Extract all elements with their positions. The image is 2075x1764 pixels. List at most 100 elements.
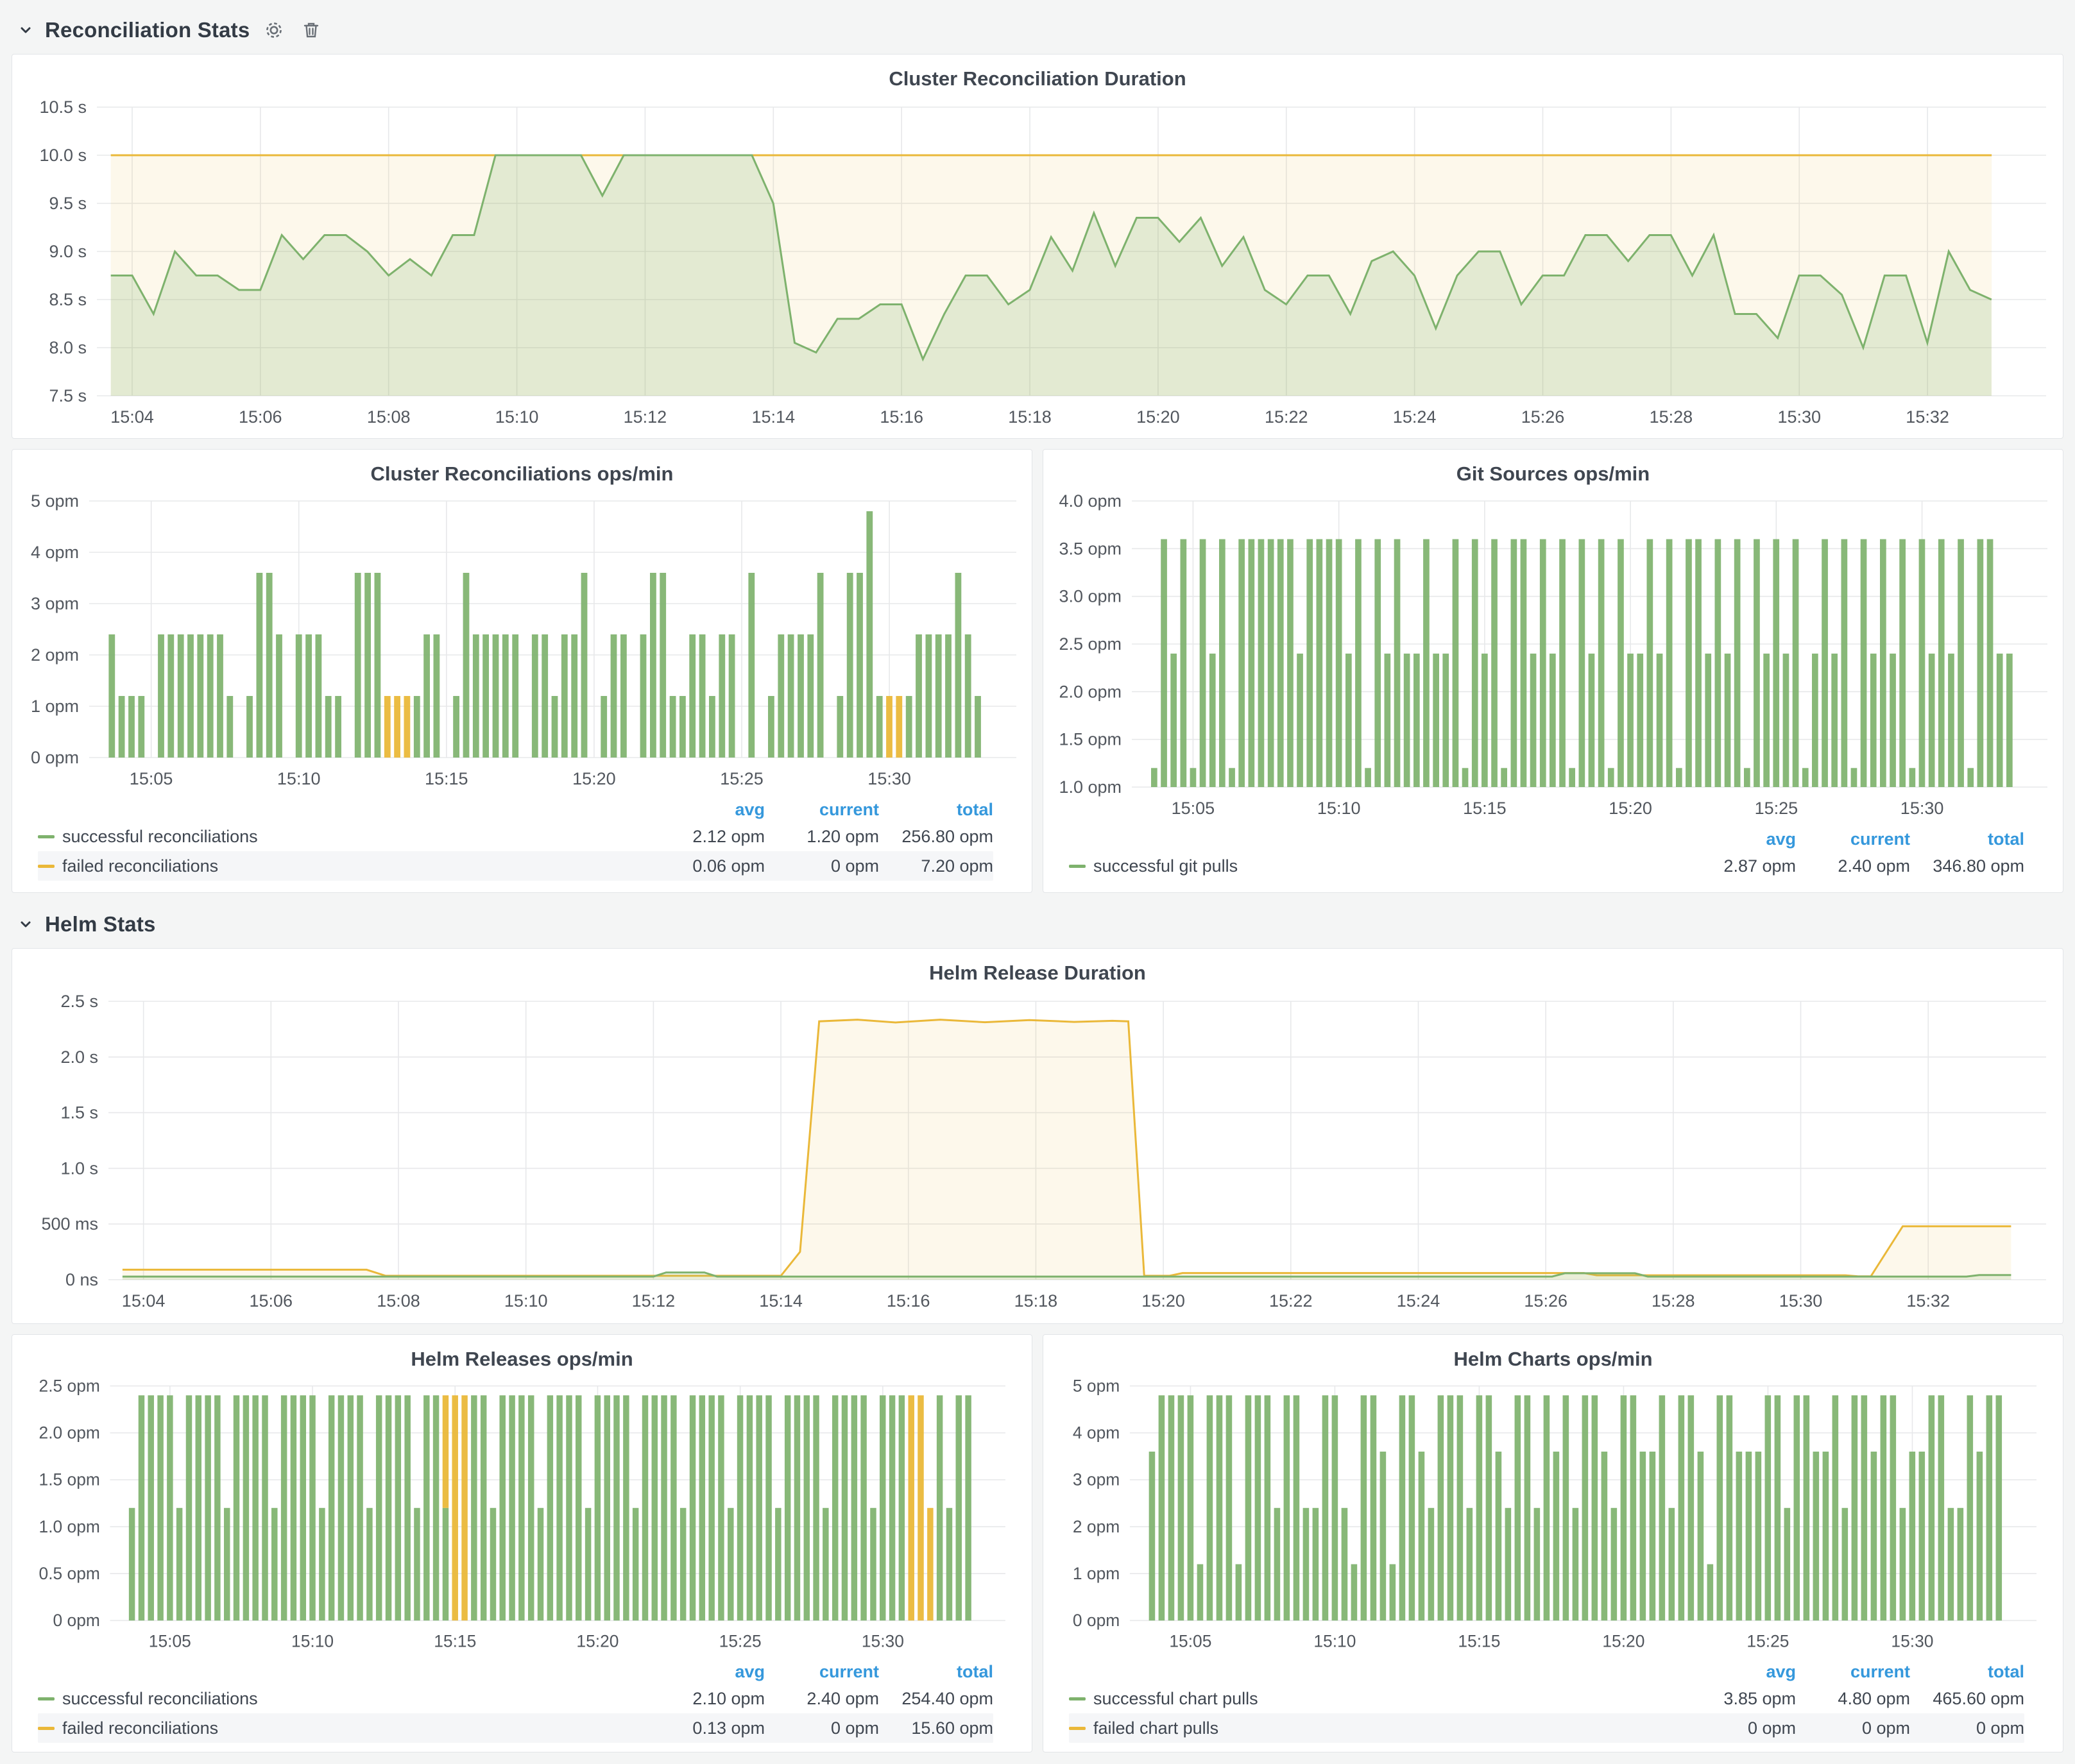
svg-text:15:16: 15:16 <box>887 1291 930 1310</box>
panel-helm-release-duration: Helm Release Duration 0 ns 500 ms 1.0 s 1.5… <box>12 948 2063 1324</box>
svg-text:15:20: 15:20 <box>1141 1291 1185 1310</box>
legend-col-total[interactable]: total <box>1988 1661 2024 1681</box>
legend-col-total[interactable]: total <box>957 1661 993 1681</box>
panel-cluster-reconciliation-duration: Cluster Reconciliation Duration 7.5 s 8.0… <box>12 54 2063 439</box>
svg-text:3 opm: 3 opm <box>1073 1470 1120 1489</box>
legend-value-total: 0 opm <box>1976 1718 2024 1738</box>
svg-text:15:20: 15:20 <box>576 1631 619 1650</box>
legend-col-avg[interactable]: avg <box>735 799 765 819</box>
svg-text:15:25: 15:25 <box>1755 799 1798 818</box>
svg-text:15:20: 15:20 <box>1609 799 1652 818</box>
legend-col-current[interactable]: current <box>1850 1661 1910 1681</box>
legend-value-avg: 0 opm <box>1747 1718 1796 1738</box>
svg-text:2.0 opm: 2.0 opm <box>1059 682 1122 701</box>
cluster-reconciliations-chart-canvas[interactable]: 0 opm 1 opm 2 opm 3 opm 4 opm 5 opm 15:05 15:10… <box>12 489 1032 796</box>
svg-text:15:15: 15:15 <box>1458 1631 1500 1650</box>
legend-col-avg[interactable]: avg <box>1766 829 1796 849</box>
legend-item[interactable]: failed chart pulls 0 opm 0 opm 0 opm <box>1069 1713 2024 1743</box>
legend-series-label[interactable]: successful git pulls <box>1093 856 1238 876</box>
legend-item[interactable]: failed reconciliations 0.13 opm 0 opm 15.60… <box>38 1713 993 1743</box>
cluster-reconciliation-duration-chart-canvas[interactable]: 7.5 s 8.0 s 8.5 s 9.0 s 9.5 s 10.0 s 10.5 s 15:… <box>12 94 2063 436</box>
legend-series-swatch <box>1069 864 1086 868</box>
svg-text:4.0 opm: 4.0 opm <box>1059 491 1122 511</box>
legend-series-swatch <box>38 835 55 838</box>
legend-col-current[interactable]: current <box>819 1661 879 1681</box>
svg-text:15:25: 15:25 <box>719 1631 762 1650</box>
legend-item[interactable]: successful git pulls 2.87 opm 2.40 opm 346.… <box>1069 851 2024 881</box>
legend-series-label[interactable]: successful reconciliations <box>62 826 258 846</box>
legend-header: avg current total <box>38 1659 993 1684</box>
svg-text:15:10: 15:10 <box>1313 1631 1356 1650</box>
chevron-down-icon[interactable] <box>13 17 38 43</box>
svg-text:15:16: 15:16 <box>880 407 923 427</box>
svg-text:15:06: 15:06 <box>250 1291 293 1310</box>
legend-item[interactable]: successful chart pulls 3.85 opm 4.80 opm 46… <box>1069 1684 2024 1713</box>
svg-text:15:26: 15:26 <box>1524 1291 1567 1310</box>
svg-text:5 opm: 5 opm <box>1073 1376 1120 1395</box>
panel-helm-releases-opm: Helm Releases ops/min 0 opm 0.5 opm 1.0 op… <box>12 1334 1032 1752</box>
legend-col-avg[interactable]: avg <box>735 1661 765 1681</box>
git-sources-chart-canvas[interactable]: 1.0 opm 1.5 opm 2.0 opm 2.5 opm 3.0 opm 3.5 o… <box>1043 489 2063 826</box>
svg-text:15:10: 15:10 <box>495 407 539 427</box>
legend-series-label[interactable]: successful chart pulls <box>1093 1688 1258 1708</box>
svg-text:0 opm: 0 opm <box>1073 1611 1120 1630</box>
legend-series-label[interactable]: successful reconciliations <box>62 1688 258 1708</box>
section-title-text: Reconciliation Stats <box>45 18 250 42</box>
gear-icon[interactable] <box>261 17 287 43</box>
legend-col-total[interactable]: total <box>1988 829 2024 849</box>
legend-series-label[interactable]: failed chart pulls <box>1093 1718 1219 1738</box>
svg-text:2.5 s: 2.5 s <box>60 992 98 1011</box>
panel-title[interactable]: Cluster Reconciliation Duration <box>889 67 1186 90</box>
svg-text:1.5 opm: 1.5 opm <box>1059 730 1122 749</box>
legend-item[interactable]: failed reconciliations 0.06 opm 0 opm 7.20 … <box>38 851 993 881</box>
svg-text:15:20: 15:20 <box>572 769 616 788</box>
svg-text:0 opm: 0 opm <box>53 1611 100 1630</box>
legend-value-current: 2.40 opm <box>1838 856 1910 876</box>
svg-text:15:30: 15:30 <box>862 1631 904 1650</box>
legend-value-total: 7.20 opm <box>921 856 993 876</box>
svg-text:15:05: 15:05 <box>130 769 173 788</box>
panel-title[interactable]: Git Sources ops/min <box>1456 462 1650 485</box>
legend-col-current[interactable]: current <box>1850 829 1910 849</box>
legend-value-current: 0 opm <box>830 1718 879 1738</box>
legend-item[interactable]: successful reconciliations 2.10 opm 2.40 o… <box>38 1684 993 1713</box>
legend-table: avg current total successful reconciliation… <box>12 796 1032 890</box>
svg-text:3 opm: 3 opm <box>31 594 79 613</box>
svg-text:2.5 opm: 2.5 opm <box>39 1376 100 1395</box>
svg-text:2.0 opm: 2.0 opm <box>39 1423 100 1443</box>
section-toggle-helm-stats[interactable]: Helm Stats <box>13 912 156 937</box>
legend-value-avg: 2.87 opm <box>1723 856 1796 876</box>
section-toggle-reconciliation-stats[interactable]: Reconciliation Stats <box>13 17 250 43</box>
legend-item[interactable]: successful reconciliations 2.12 opm 1.20 o… <box>38 822 993 851</box>
panel-title[interactable]: Helm Charts ops/min <box>1453 1348 1653 1370</box>
svg-text:15:30: 15:30 <box>1778 407 1822 427</box>
svg-text:15:14: 15:14 <box>759 1291 803 1310</box>
legend-series-label[interactable]: failed reconciliations <box>62 1718 219 1738</box>
legend-col-current[interactable]: current <box>819 799 879 819</box>
helm-charts-chart-canvas[interactable]: 0 opm 1 opm 2 opm 3 opm 4 opm 5 opm 15:05 15:10… <box>1043 1375 2063 1658</box>
svg-text:15:05: 15:05 <box>149 1631 191 1650</box>
legend-value-current: 0 opm <box>1861 1718 1910 1738</box>
trash-icon[interactable] <box>298 17 324 43</box>
legend-series-swatch <box>1069 1697 1086 1700</box>
svg-text:15:28: 15:28 <box>1652 1291 1695 1310</box>
legend-series-label[interactable]: failed reconciliations <box>62 856 219 876</box>
svg-text:500 ms: 500 ms <box>41 1214 98 1234</box>
svg-text:15:15: 15:15 <box>1463 799 1507 818</box>
svg-text:15:08: 15:08 <box>377 1291 420 1310</box>
panel-row-helm: Helm Releases ops/min 0 opm 0.5 opm 1.0 op… <box>12 1334 2063 1752</box>
panel-title[interactable]: Helm Releases ops/min <box>411 1348 633 1370</box>
legend-col-total[interactable]: total <box>957 799 993 819</box>
panel-title[interactable]: Helm Release Duration <box>929 962 1146 984</box>
svg-text:15:25: 15:25 <box>1746 1631 1789 1650</box>
helm-release-duration-chart-canvas[interactable]: 0 ns 500 ms 1.0 s 1.5 s 2.0 s 2.5 s 15:04 15:06… <box>12 988 2063 1319</box>
legend-value-total: 254.40 opm <box>901 1688 993 1708</box>
legend-col-avg[interactable]: avg <box>1766 1661 1796 1681</box>
helm-releases-chart-canvas[interactable]: 0 opm 0.5 opm 1.0 opm 1.5 opm 2.0 opm 2.5 opm… <box>12 1375 1032 1658</box>
svg-text:1.5 opm: 1.5 opm <box>39 1470 100 1489</box>
panel-title[interactable]: Cluster Reconciliations ops/min <box>370 462 674 485</box>
legend-value-current: 2.40 opm <box>807 1688 879 1708</box>
chevron-down-icon[interactable] <box>13 912 38 937</box>
svg-text:15:08: 15:08 <box>367 407 411 427</box>
